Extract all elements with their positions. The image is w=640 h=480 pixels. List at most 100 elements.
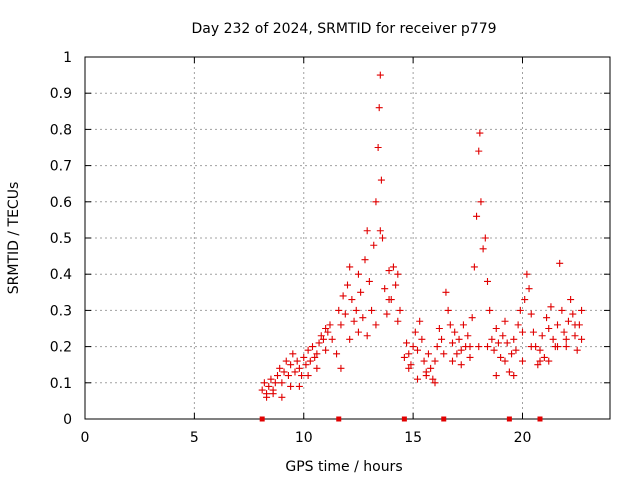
data-point	[267, 375, 275, 383]
data-point	[339, 292, 347, 300]
data-point	[414, 375, 421, 383]
x-tick-label: 0	[81, 430, 90, 446]
data-point	[289, 350, 297, 358]
data-point	[578, 335, 586, 343]
data-point	[578, 306, 586, 314]
data-point	[431, 379, 439, 387]
data-point	[466, 343, 474, 351]
data-point	[523, 270, 531, 278]
data-point	[457, 346, 465, 354]
data-point	[284, 372, 292, 380]
y-tick-label: 0	[63, 412, 72, 428]
outage-marker	[537, 416, 543, 422]
y-tick-label: 0.5	[50, 231, 72, 247]
data-point	[278, 393, 286, 401]
data-point	[429, 375, 437, 383]
data-point	[298, 372, 306, 380]
data-point	[564, 317, 572, 325]
data-point	[466, 353, 474, 361]
data-point	[374, 144, 382, 151]
data-point	[516, 306, 524, 314]
data-point	[431, 357, 439, 365]
data-point	[409, 343, 417, 351]
outage-marker	[506, 416, 512, 422]
data-point	[322, 325, 330, 332]
data-point	[370, 241, 378, 249]
data-point	[442, 288, 450, 296]
data-point	[470, 263, 478, 271]
data-point	[392, 281, 400, 289]
data-point	[302, 361, 310, 369]
data-point	[346, 335, 354, 343]
data-point	[457, 361, 465, 369]
x-tick-label: 5	[190, 430, 199, 446]
data-point	[352, 306, 360, 314]
data-point	[547, 303, 555, 311]
data-point	[477, 198, 485, 206]
data-point	[497, 353, 505, 361]
x-tick-label: 20	[514, 430, 532, 446]
data-point	[519, 357, 526, 365]
data-point	[449, 357, 456, 365]
outage-marker	[336, 416, 342, 422]
data-point	[510, 335, 518, 343]
data-point	[363, 227, 371, 235]
data-point	[536, 357, 544, 365]
data-point	[313, 350, 321, 358]
data-point	[484, 277, 491, 285]
data-point	[501, 317, 509, 325]
data-point	[376, 71, 384, 79]
data-point	[440, 350, 448, 358]
data-point	[368, 306, 376, 314]
data-point	[344, 281, 351, 289]
data-point	[319, 335, 327, 343]
data-point	[350, 317, 358, 325]
data-point	[525, 285, 533, 293]
data-point	[562, 343, 570, 351]
data-point	[512, 346, 520, 354]
y-tick-label: 0.7	[50, 159, 72, 175]
y-tick-label: 0.2	[50, 340, 72, 356]
data-point	[510, 372, 518, 380]
chart-title: Day 232 of 2024, SRMTID for receiver p77…	[191, 21, 496, 37]
data-point	[271, 379, 279, 387]
data-point	[335, 306, 343, 314]
data-point	[269, 390, 277, 398]
data-point	[427, 364, 435, 372]
data-point	[287, 382, 295, 390]
data-point	[529, 328, 537, 336]
data-point	[446, 321, 454, 329]
data-point	[418, 335, 426, 343]
data-point	[468, 314, 476, 322]
data-point	[538, 332, 546, 340]
data-point	[400, 353, 408, 361]
y-tick-label: 0.8	[50, 122, 72, 138]
data-point	[490, 346, 498, 354]
data-point	[394, 317, 402, 325]
data-point	[359, 314, 367, 322]
data-point	[309, 343, 316, 351]
data-point	[377, 176, 385, 184]
data-point	[543, 314, 551, 322]
data-point	[381, 285, 389, 293]
y-tick-label: 0.9	[50, 86, 72, 102]
data-points	[258, 71, 586, 401]
data-point	[379, 234, 386, 242]
data-point	[433, 343, 441, 351]
data-point	[549, 335, 557, 343]
data-point	[444, 306, 452, 314]
data-point	[322, 346, 330, 354]
data-point	[260, 379, 268, 387]
data-point	[455, 335, 463, 343]
data-point	[304, 372, 312, 380]
data-point	[503, 339, 511, 347]
data-point	[438, 335, 446, 343]
data-point	[304, 346, 312, 354]
data-point	[311, 353, 319, 361]
data-point	[337, 364, 345, 372]
data-point	[385, 267, 393, 275]
data-point	[488, 335, 496, 343]
data-point	[554, 343, 561, 351]
data-point	[545, 325, 553, 332]
outage-marker	[401, 416, 407, 422]
